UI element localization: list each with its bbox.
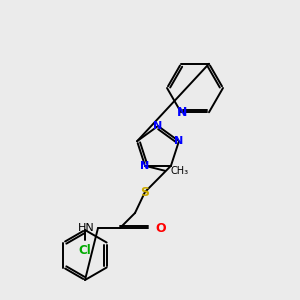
Text: S: S — [140, 185, 149, 199]
Text: Cl: Cl — [79, 244, 92, 257]
Text: N: N — [153, 121, 163, 131]
Text: CH₃: CH₃ — [170, 166, 188, 176]
Text: N: N — [177, 106, 187, 119]
Text: HN: HN — [78, 223, 95, 233]
Text: N: N — [174, 136, 184, 146]
Text: N: N — [140, 161, 150, 171]
Text: O: O — [155, 221, 166, 235]
